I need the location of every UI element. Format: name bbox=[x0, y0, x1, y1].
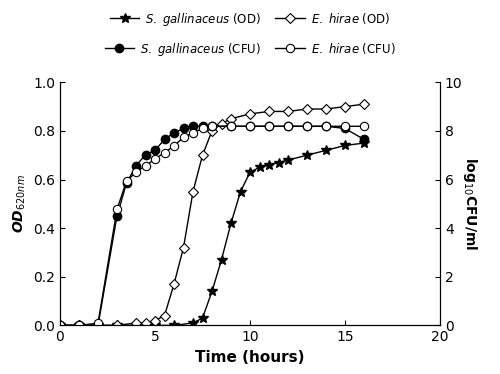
$E.\ hirae$ (CFU) bbox=[228, 124, 234, 129]
$E.\ hirae$ (CFU) bbox=[323, 124, 329, 129]
$E.\ hirae$ (CFU) bbox=[142, 163, 148, 168]
$E.\ hirae$ (OD) bbox=[361, 102, 367, 106]
$S.\ gallinaceus$ (CFU) bbox=[162, 137, 168, 142]
$E.\ hirae$ (OD) bbox=[171, 282, 177, 286]
$E.\ hirae$ (CFU) bbox=[57, 323, 63, 328]
$E.\ hirae$ (CFU) bbox=[95, 321, 101, 325]
$E.\ hirae$ (OD) bbox=[304, 107, 310, 111]
$S.\ gallinaceus$ (CFU) bbox=[285, 124, 291, 129]
$S.\ gallinaceus$ (CFU) bbox=[361, 137, 367, 142]
$E.\ hirae$ (OD) bbox=[209, 129, 215, 133]
$S.\ gallinaceus$ (CFU) bbox=[323, 124, 329, 129]
Line: $S.\ gallinaceus$ (CFU): $S.\ gallinaceus$ (CFU) bbox=[56, 122, 368, 329]
$E.\ hirae$ (OD) bbox=[323, 107, 329, 111]
$E.\ hirae$ (OD) bbox=[200, 153, 205, 157]
$E.\ hirae$ (CFU) bbox=[200, 126, 205, 131]
$S.\ gallinaceus$ (CFU) bbox=[95, 323, 101, 328]
$E.\ hirae$ (OD) bbox=[152, 318, 158, 323]
$E.\ hirae$ (CFU) bbox=[76, 323, 82, 328]
Legend: $S.\ gallinaceus$ (CFU), $E.\ hirae$ (CFU): $S.\ gallinaceus$ (CFU), $E.\ hirae$ (CF… bbox=[100, 36, 400, 62]
$E.\ hirae$ (OD) bbox=[342, 104, 348, 109]
$E.\ hirae$ (OD) bbox=[247, 111, 253, 116]
$S.\ gallinaceus$ (CFU) bbox=[171, 131, 177, 135]
$S.\ gallinaceus$ (CFU) bbox=[304, 124, 310, 129]
Legend: $S.\ gallinaceus$ (OD), $E.\ hirae$ (OD): $S.\ gallinaceus$ (OD), $E.\ hirae$ (OD) bbox=[105, 6, 395, 32]
$S.\ gallinaceus$ (CFU) bbox=[228, 124, 234, 129]
$E.\ hirae$ (OD) bbox=[218, 121, 224, 126]
$S.\ gallinaceus$ (CFU) bbox=[180, 126, 186, 131]
$E.\ hirae$ (CFU) bbox=[152, 157, 158, 161]
$E.\ hirae$ (CFU) bbox=[209, 124, 215, 129]
$E.\ hirae$ (CFU) bbox=[342, 124, 348, 129]
$S.\ gallinaceus$ (CFU) bbox=[209, 124, 215, 129]
$S.\ gallinaceus$ (OD) bbox=[133, 323, 139, 328]
$E.\ hirae$ (OD) bbox=[142, 321, 148, 325]
$S.\ gallinaceus$ (OD) bbox=[323, 148, 329, 153]
$E.\ hirae$ (CFU) bbox=[124, 179, 130, 183]
$S.\ gallinaceus$ (OD) bbox=[57, 323, 63, 328]
$S.\ gallinaceus$ (OD) bbox=[190, 321, 196, 325]
$S.\ gallinaceus$ (CFU) bbox=[247, 124, 253, 129]
$S.\ gallinaceus$ (OD) bbox=[209, 289, 215, 294]
$S.\ gallinaceus$ (CFU) bbox=[266, 124, 272, 129]
$E.\ hirae$ (CFU) bbox=[247, 124, 253, 129]
$E.\ hirae$ (OD) bbox=[114, 323, 120, 328]
$S.\ gallinaceus$ (OD) bbox=[276, 160, 281, 165]
Line: $S.\ gallinaceus$ (OD): $S.\ gallinaceus$ (OD) bbox=[55, 138, 369, 330]
$S.\ gallinaceus$ (CFU) bbox=[342, 126, 348, 131]
$S.\ gallinaceus$ (CFU) bbox=[133, 163, 139, 168]
Line: $E.\ hirae$ (OD): $E.\ hirae$ (OD) bbox=[56, 101, 368, 329]
$E.\ hirae$ (CFU) bbox=[304, 124, 310, 129]
$E.\ hirae$ (CFU) bbox=[190, 131, 196, 135]
Y-axis label: log$_{10}$CFU/ml: log$_{10}$CFU/ml bbox=[461, 157, 479, 250]
$S.\ gallinaceus$ (OD) bbox=[266, 163, 272, 167]
Y-axis label: OD$_{620nm}$: OD$_{620nm}$ bbox=[11, 174, 28, 233]
$S.\ gallinaceus$ (OD) bbox=[361, 141, 367, 145]
$E.\ hirae$ (CFU) bbox=[171, 144, 177, 148]
$S.\ gallinaceus$ (OD) bbox=[218, 257, 224, 262]
$E.\ hirae$ (CFU) bbox=[266, 124, 272, 129]
$E.\ hirae$ (OD) bbox=[228, 117, 234, 121]
$S.\ gallinaceus$ (CFU) bbox=[152, 148, 158, 153]
$S.\ gallinaceus$ (OD) bbox=[247, 170, 253, 174]
$E.\ hirae$ (CFU) bbox=[180, 135, 186, 140]
$E.\ hirae$ (CFU) bbox=[361, 124, 367, 129]
$S.\ gallinaceus$ (CFU) bbox=[124, 181, 130, 186]
$E.\ hirae$ (CFU) bbox=[114, 207, 120, 212]
$S.\ gallinaceus$ (OD) bbox=[304, 153, 310, 157]
$E.\ hirae$ (CFU) bbox=[162, 150, 168, 155]
$S.\ gallinaceus$ (OD) bbox=[256, 165, 262, 170]
$S.\ gallinaceus$ (OD) bbox=[228, 221, 234, 226]
$E.\ hirae$ (OD) bbox=[95, 323, 101, 328]
Line: $E.\ hirae$ (CFU): $E.\ hirae$ (CFU) bbox=[56, 122, 368, 329]
$S.\ gallinaceus$ (OD) bbox=[238, 189, 244, 194]
$S.\ gallinaceus$ (OD) bbox=[76, 323, 82, 328]
$S.\ gallinaceus$ (OD) bbox=[114, 323, 120, 328]
$E.\ hirae$ (OD) bbox=[180, 245, 186, 250]
$E.\ hirae$ (CFU) bbox=[285, 124, 291, 129]
$S.\ gallinaceus$ (OD) bbox=[342, 143, 348, 148]
$S.\ gallinaceus$ (OD) bbox=[200, 316, 205, 320]
$S.\ gallinaceus$ (OD) bbox=[95, 323, 101, 328]
$S.\ gallinaceus$ (CFU) bbox=[200, 124, 205, 129]
$E.\ hirae$ (OD) bbox=[133, 321, 139, 325]
$S.\ gallinaceus$ (OD) bbox=[171, 323, 177, 328]
$S.\ gallinaceus$ (OD) bbox=[152, 323, 158, 328]
X-axis label: Time (hours): Time (hours) bbox=[195, 350, 305, 365]
$E.\ hirae$ (OD) bbox=[57, 323, 63, 328]
$E.\ hirae$ (OD) bbox=[266, 109, 272, 114]
$S.\ gallinaceus$ (CFU) bbox=[142, 153, 148, 157]
$E.\ hirae$ (OD) bbox=[190, 189, 196, 194]
$E.\ hirae$ (CFU) bbox=[133, 170, 139, 174]
$S.\ gallinaceus$ (OD) bbox=[285, 158, 291, 162]
$E.\ hirae$ (OD) bbox=[162, 313, 168, 318]
$E.\ hirae$ (OD) bbox=[76, 323, 82, 328]
$S.\ gallinaceus$ (CFU) bbox=[114, 214, 120, 218]
$S.\ gallinaceus$ (CFU) bbox=[190, 124, 196, 129]
$E.\ hirae$ (OD) bbox=[285, 109, 291, 114]
$S.\ gallinaceus$ (CFU) bbox=[76, 323, 82, 328]
$S.\ gallinaceus$ (CFU) bbox=[57, 323, 63, 328]
